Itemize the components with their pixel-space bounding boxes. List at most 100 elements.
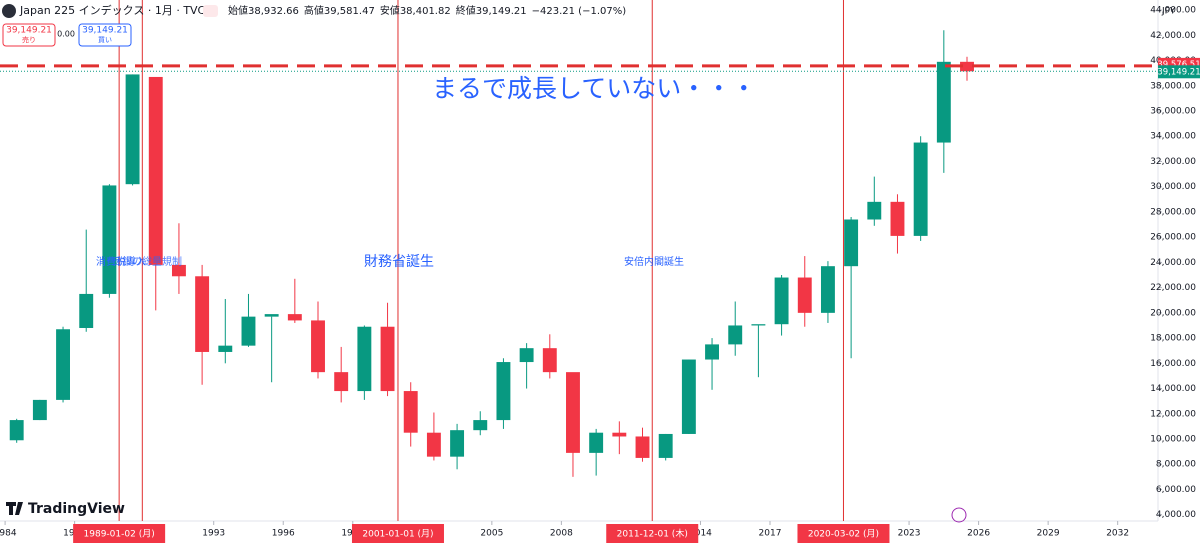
currency: JPY xyxy=(1161,7,1176,17)
annotation: 消費税導入 xyxy=(96,255,146,268)
candle-body xyxy=(148,76,163,265)
candle-body xyxy=(960,61,974,72)
stat-label: 安値 xyxy=(380,4,400,17)
date-marker-label: 2011-12-01 (木) xyxy=(617,528,688,540)
sell-label: 売り xyxy=(22,35,36,44)
candle-body xyxy=(612,432,627,437)
y-tick-label: 4,000.00 xyxy=(1156,510,1196,520)
x-tick-label: 2023 xyxy=(898,529,921,539)
last-price-label: 39,149.21 xyxy=(1157,67,1200,77)
x-tick-label: 2014 xyxy=(689,529,712,539)
buy-button[interactable] xyxy=(78,23,132,47)
y-tick-label: 42,000.00 xyxy=(1150,31,1196,41)
y-tick-label: 18,000.00 xyxy=(1150,334,1196,344)
candle-body xyxy=(241,316,256,346)
stat-value: 38,401.82 xyxy=(400,6,451,17)
candle-body xyxy=(357,326,372,392)
stat-label: 始値 xyxy=(228,4,248,17)
candle-body xyxy=(705,344,719,360)
candle-body xyxy=(79,293,94,328)
candle-body xyxy=(913,142,928,236)
sell-price: 39,149.21 xyxy=(6,26,52,36)
candle-body xyxy=(125,74,140,185)
ohlc-stats: 始値 38,932.66 高値 39,581.47 安値 38,401.82 終値 39,14… xyxy=(228,4,626,17)
y-tick-label: 34,000.00 xyxy=(1150,132,1196,142)
brand-logo xyxy=(6,502,23,515)
candle-body xyxy=(380,326,395,392)
candle-body xyxy=(844,219,859,267)
compare-button[interactable] xyxy=(203,5,218,17)
x-tick-label: 2017 xyxy=(759,529,782,539)
candle-body xyxy=(102,185,117,294)
candle-body xyxy=(681,359,696,434)
y-tick-label: 22,000.00 xyxy=(1150,283,1196,293)
y-tick-label: 8,000.00 xyxy=(1156,460,1196,470)
candle-body xyxy=(334,372,349,392)
sell-button[interactable] xyxy=(2,23,56,47)
candle-body xyxy=(867,201,882,220)
symbol-title: Japan 225 インデックス · 1月 · TVC xyxy=(19,3,206,17)
x-tick-label: 2005 xyxy=(480,529,503,539)
y-tick-label: 32,000.00 xyxy=(1150,157,1196,167)
date-marker-label: 1989-01-02 (月) xyxy=(84,529,155,540)
last-price-box xyxy=(1158,65,1200,79)
y-tick-label: 26,000.00 xyxy=(1150,233,1196,243)
date-marker-label: 2020-03-02 (月) xyxy=(808,529,879,540)
buy-price: 39,149.21 xyxy=(82,26,128,36)
plot xyxy=(0,0,1158,521)
candle-body xyxy=(542,348,557,373)
y-tick-label: 38,000.00 xyxy=(1150,81,1196,91)
date-marker-box xyxy=(351,524,444,543)
x-tick-label: 2008 xyxy=(550,529,573,539)
y-tick-label: 16,000.00 xyxy=(1150,359,1196,369)
y-tick-label: 12,000.00 xyxy=(1150,409,1196,419)
candle-body xyxy=(728,325,743,345)
stat-value: 38,932.66 xyxy=(248,6,299,17)
candle-body xyxy=(403,391,418,433)
candle-body xyxy=(9,420,24,441)
brand-name: TradingView xyxy=(28,501,125,517)
date-marker-box xyxy=(797,524,890,543)
y-tick-label: 30,000.00 xyxy=(1150,182,1196,192)
x-tick-label: 2029 xyxy=(1037,529,1060,539)
candle-body xyxy=(287,314,302,321)
hline-label: 39,576.51 xyxy=(1157,60,1200,70)
y-tick-label: 6,000.00 xyxy=(1156,485,1196,495)
candle-body xyxy=(56,329,70,400)
annotation: 安倍内閣誕生 xyxy=(624,255,684,268)
candle-body xyxy=(589,432,604,453)
stat-label: 終値 xyxy=(456,4,476,17)
stat-value: 39,149.21 xyxy=(476,6,527,17)
candle-body xyxy=(658,433,673,458)
candle-body xyxy=(751,324,766,326)
y-tick-label: 14,000.00 xyxy=(1150,384,1196,394)
y-tick-label: 24,000.00 xyxy=(1150,258,1196,268)
annotation: 日銀の総量規制 xyxy=(112,255,182,268)
event-icon[interactable] xyxy=(951,507,967,523)
candle-body xyxy=(797,277,812,313)
buy-label: 買い xyxy=(98,36,112,44)
candle-body xyxy=(450,430,465,457)
candle-body xyxy=(218,345,233,352)
candle-body xyxy=(936,61,951,143)
candle-body xyxy=(890,201,905,236)
spread: 0.00 xyxy=(57,30,75,39)
candle-body xyxy=(171,264,186,277)
date-marker-box xyxy=(606,524,699,543)
y-tick-label: 36,000.00 xyxy=(1150,107,1196,117)
candle-body xyxy=(264,314,279,317)
y-tick-label: 28,000.00 xyxy=(1150,207,1196,217)
symbol-logo xyxy=(2,4,16,18)
candle-body xyxy=(635,436,650,458)
candle-body xyxy=(32,399,47,421)
y-tick-label: 20,000.00 xyxy=(1150,308,1196,318)
stat-value: 39,581.47 xyxy=(324,6,375,17)
y-tick-label: 10,000.00 xyxy=(1150,435,1196,445)
candle-body xyxy=(774,277,789,325)
x-tick-label: 1984 xyxy=(0,529,17,539)
candle-body xyxy=(496,362,511,421)
candle-body xyxy=(195,276,210,352)
annotation: まるで成長していない・・・ xyxy=(432,74,756,103)
stat-change: −423.21 (−1.07%) xyxy=(532,6,627,17)
